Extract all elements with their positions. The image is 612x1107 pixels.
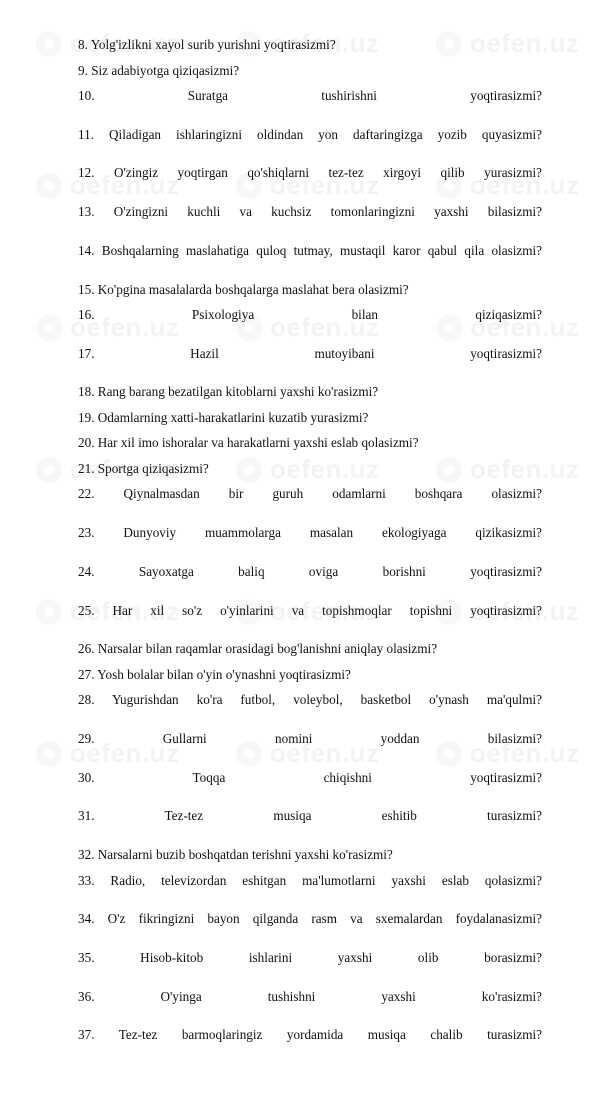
question-line: 21. Sportga qiziqasizmi? bbox=[78, 462, 542, 475]
question-line: 26. Narsalar bilan raqamlar orasidagi bo… bbox=[78, 642, 542, 655]
question-line: 22. Qiynalmasdan bir guruh odamlarni bos… bbox=[78, 487, 542, 513]
question-line: 34. O'z fikringizni bayon qilganda rasm … bbox=[78, 912, 542, 938]
question-line: 28. Yugurishdan ko'ra futbol, voleybol, … bbox=[78, 693, 542, 719]
question-line: 25. Har xil so'z o'yinlarini va topishmo… bbox=[78, 604, 542, 630]
question-line: 20. Har xil imo ishoralar va harakatlarn… bbox=[78, 436, 542, 449]
question-line: 37. Tez-tez barmoqlaringiz yordamida mus… bbox=[78, 1028, 542, 1054]
question-line: 14. Boshqalarning maslahatiga quloq tutm… bbox=[78, 244, 542, 270]
question-line: 13. O'zingizni kuchli va kuchsiz tomonla… bbox=[78, 205, 542, 231]
question-line: 19. Odamlarning xatti-harakatlarini kuza… bbox=[78, 411, 542, 424]
question-line: 36. O'yinga tushishni yaxshi ko'rasizmi? bbox=[78, 990, 542, 1016]
question-line: 8. Yolg'izlikni xayol surib yurishni yoq… bbox=[78, 38, 542, 51]
question-line: 11. Qiladigan ishlaringizni oldindan yon… bbox=[78, 128, 542, 154]
question-line: 23. Dunyoviy muammolarga masalan ekologi… bbox=[78, 526, 542, 552]
question-line: 15. Ko'pgina masalalarda boshqalarga mas… bbox=[78, 283, 542, 296]
page-content: 8. Yolg'izlikni xayol surib yurishni yoq… bbox=[0, 0, 612, 1107]
question-line: 27. Yosh bolalar bilan o'yin o'ynashni y… bbox=[78, 668, 542, 681]
question-line: 32. Narsalarni buzib boshqatdan terishni… bbox=[78, 848, 542, 861]
question-line: 33. Radio, televizordan eshitgan ma'lumo… bbox=[78, 874, 542, 900]
question-line: 35. Hisob-kitob ishlarini yaxshi olib bo… bbox=[78, 951, 542, 977]
question-line: 9. Siz adabiyotga qiziqasizmi? bbox=[78, 64, 542, 77]
question-line: 18. Rang barang bezatilgan kitoblarni ya… bbox=[78, 385, 542, 398]
question-line: 17. Hazil mutoyibani yoqtirasizmi? bbox=[78, 347, 542, 373]
question-line: 10. Suratga tushirishni yoqtirasizmi? bbox=[78, 89, 542, 115]
question-line: 29. Gullarni nomini yoddan bilasizmi? bbox=[78, 732, 542, 758]
question-line: 30. Toqqa chiqishni yoqtirasizmi? bbox=[78, 771, 542, 797]
question-line: 16. Psixologiya bilan qiziqasizmi? bbox=[78, 308, 542, 334]
question-line: 24. Sayoxatga baliq oviga borishni yoqti… bbox=[78, 565, 542, 591]
question-line: 12. O'zingiz yoqtirgan qo'shiqlarni tez-… bbox=[78, 166, 542, 192]
question-line: 31. Tez-tez musiqa eshitib turasizmi? bbox=[78, 809, 542, 835]
